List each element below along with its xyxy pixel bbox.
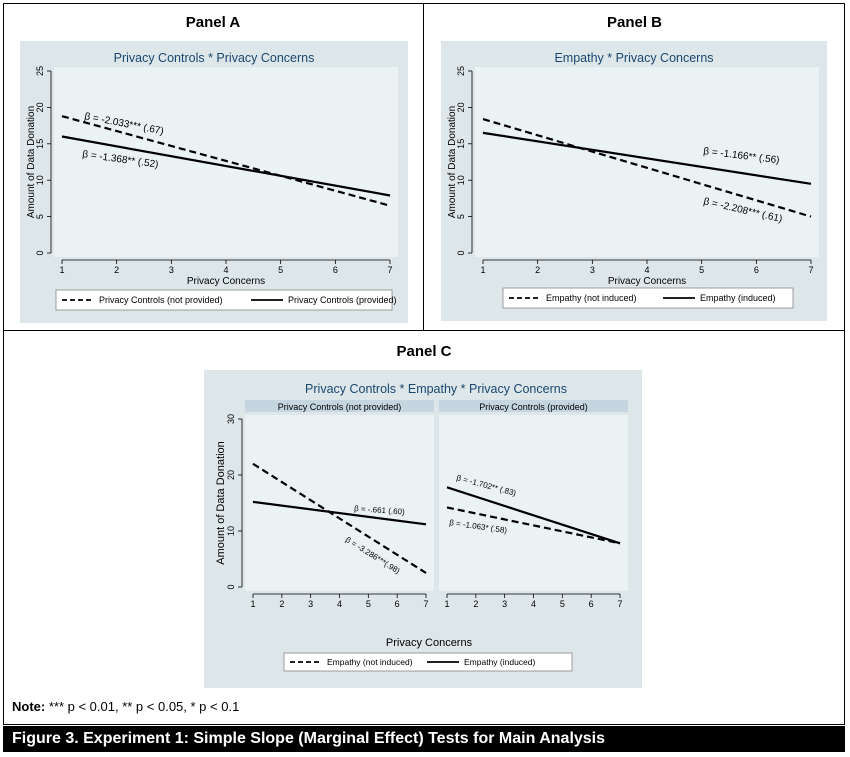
panel-a-chart-title: Privacy Controls * Privacy Concerns (114, 51, 315, 65)
panel-a-series-line-dashed (61, 115, 391, 207)
figure-caption: Figure 3. Experiment 1: Simple Slope (Ma… (3, 726, 845, 752)
panel-c-legend-label: Empathy (not induced) (327, 657, 413, 667)
panel-b-x-tick-label: 4 (644, 265, 649, 275)
panel-b-legend-label: Empathy (induced) (700, 293, 776, 303)
panel-b-legend-label: Empathy (not induced) (546, 293, 637, 303)
panel-c-y-axis-title: Amount of Data Donation (215, 441, 227, 565)
panel-a-x-tick-label: 2 (114, 265, 119, 275)
panel-c-facet-2-x-tick-label: 4 (531, 599, 536, 609)
panel-a-x-tick-label: 7 (387, 265, 392, 275)
panel-c-facet-1-y-tick-label: 10 (226, 526, 236, 536)
panel-c-facet-1-x-tick-label: 7 (423, 599, 428, 609)
panel-b-x-tick-label: 1 (480, 265, 485, 275)
panel-a-title: Panel A (185, 14, 241, 31)
panel-b-series-line-dashed (482, 117, 812, 218)
panel-b-y-tick-label: 20 (456, 102, 466, 112)
panel-c-facet-1-series-line-dashed (252, 462, 427, 574)
panel-b-y-tick-label: 0 (456, 250, 466, 255)
panel-c-facet-1-series-line-solid (252, 500, 427, 526)
panel-c-chart-title: Privacy Controls * Empathy * Privacy Con… (305, 382, 567, 396)
panel-c-facet-2-plot-region (439, 415, 628, 591)
panel-c-facet-2-x-tick-label: 7 (617, 599, 622, 609)
panel-a-y-tick-label: 10 (35, 175, 45, 185)
panel-a-x-tick-label: 3 (169, 265, 174, 275)
panel-a-y-tick-label: 20 (35, 102, 45, 112)
panel-b-x-tick-label: 3 (590, 265, 595, 275)
panel-b-x-tick-label: 5 (699, 265, 704, 275)
panel-c-facet-1-x-tick-label: 6 (395, 599, 400, 609)
panel-c-facet-1-y-tick-label: 0 (226, 584, 236, 589)
panel-b-y-tick-label: 10 (456, 175, 466, 185)
panel-c-facet-2-x-tick-label: 2 (473, 599, 478, 609)
panel-c-facet-2-strip-label: Privacy Controls (provided) (479, 402, 588, 412)
panel-c-x-axis-title: Privacy Concerns (386, 637, 473, 649)
panel-c-facet-2-x-tick-label: 6 (589, 599, 594, 609)
panel-a-series-line-solid (61, 135, 391, 197)
panel-c-legend-label: Empathy (induced) (464, 657, 536, 667)
panel-b-x-tick-label: 6 (754, 265, 759, 275)
note-text: *** p < 0.01, ** p < 0.05, * p < 0.1 (48, 699, 240, 714)
panel-c-facet-1-strip-label: Privacy Controls (not provided) (278, 402, 402, 412)
panel-c-facet-1-y-tick-label: 30 (226, 414, 236, 424)
panel-c-chart: Privacy Controls * Empathy * Privacy Con… (204, 370, 642, 688)
panel-b-y-tick-label: 15 (456, 139, 466, 149)
panel-c-facet-1-x-tick-label: 2 (279, 599, 284, 609)
panel-b-plot-region (475, 67, 819, 257)
panel-c-facet-1-x-tick-label: 4 (337, 599, 342, 609)
panel-b-x-tick-label: 7 (808, 265, 813, 275)
panel-a-y-tick-label: 25 (35, 66, 45, 76)
panel-b-x-axis-title: Privacy Concerns (608, 276, 686, 287)
panel-c-facet-1-x-tick-label: 3 (308, 599, 313, 609)
panel-c-facet-2-strip (439, 400, 628, 412)
panel-b-y-tick-label: 25 (456, 66, 466, 76)
panel-c-facet-1-x-tick-label: 1 (250, 599, 255, 609)
panel-a-y-axis-title: Amount of Data Donation (26, 106, 37, 218)
panel-c-facet-1-x-tick-label: 5 (366, 599, 371, 609)
panel-b-title: Panel B (606, 14, 663, 31)
panel-c-facet-2-x-tick-label: 5 (560, 599, 565, 609)
panel-a-x-tick-label: 5 (278, 265, 283, 275)
panel-a-legend-label: Privacy Controls (provided) (288, 295, 397, 305)
panel-a-y-tick-label: 15 (35, 139, 45, 149)
panel-b-chart: Empathy * Privacy Concerns 0 5 10 15 20 25 1 2 3 4… (441, 41, 827, 321)
panel-c-facet-2-series-line-dashed (446, 506, 621, 545)
panel-c-facet-2-x-tick-label: 1 (444, 599, 449, 609)
panel-c-facet-1-y-tick-label: 20 (226, 470, 236, 480)
horizontal-divider (3, 330, 845, 331)
panel-a-y-tick-label: 5 (35, 214, 45, 219)
panel-b-y-axis-title: Amount of Data Donation (447, 106, 458, 218)
panel-a-x-tick-label: 4 (223, 265, 228, 275)
panel-b-x-tick-label: 2 (535, 265, 540, 275)
panel-a-y-tick-label: 0 (35, 250, 45, 255)
vertical-divider (423, 3, 424, 331)
panel-b-chart-title: Empathy * Privacy Concerns (554, 51, 713, 65)
panel-b-legend-box (502, 287, 794, 309)
panel-a-legend-label: Privacy Controls (not provided) (99, 295, 223, 305)
panel-a-legend-box (55, 289, 393, 311)
panel-b-series-line-solid (482, 131, 812, 185)
panel-c-facet-1-strip (245, 400, 434, 412)
panel-a-x-axis-title: Privacy Concerns (187, 276, 265, 287)
panel-a-x-tick-label: 6 (333, 265, 338, 275)
note-label: Note: (12, 699, 46, 714)
panel-a-x-tick-label: 1 (59, 265, 64, 275)
panel-c-title: Panel C (396, 343, 452, 360)
significance-note: Note: *** p < 0.01, ** p < 0.05, * p < 0… (12, 699, 239, 714)
panel-c-facet-1-annotation-solid: β = -.661 (.60) (354, 504, 405, 517)
panel-c-facet-2-series-line-solid (446, 486, 621, 545)
panel-c-facet-1-plot-region (245, 415, 434, 591)
panel-a-chart: Privacy Controls * Privacy Concerns 0 5 10 1… (20, 41, 408, 323)
figure-frame (3, 3, 845, 725)
panel-c-facet-2-x-tick-label: 3 (502, 599, 507, 609)
panel-b-y-tick-label: 5 (456, 214, 466, 219)
